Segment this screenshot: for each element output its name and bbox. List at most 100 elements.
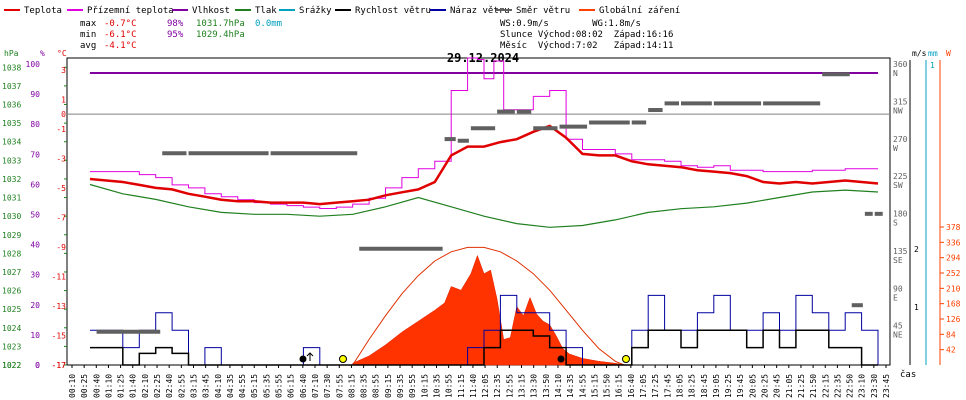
- x-tick-label: 09:15: [384, 374, 393, 398]
- x-tick-label: 07:55: [335, 374, 344, 398]
- moonset-marker: [557, 355, 565, 363]
- x-tick-label: 15:15: [590, 374, 599, 398]
- axis-units: hPa % °C m/s mm W: [4, 49, 951, 58]
- x-tick-label: 08:15: [347, 374, 356, 398]
- x-tick-label: 02:10: [141, 374, 150, 398]
- x-tick-label: 23:45: [882, 374, 891, 398]
- x-tick-label: 03:15: [189, 374, 198, 398]
- dir-tick-label: 360: [893, 60, 908, 69]
- hpa-tick-label: 1023: [2, 342, 21, 351]
- temp-tick-label: -1: [56, 125, 66, 134]
- x-tick-label: 21:50: [809, 374, 818, 398]
- pct-tick-label: 100: [26, 60, 41, 69]
- temp-zero-label: 0: [61, 110, 66, 119]
- w-tick-label: 378: [946, 223, 961, 232]
- stat-avg-temp: -4.1°C: [104, 41, 137, 51]
- x-tick-label: 03:45: [202, 374, 211, 398]
- x-tick-label: 00:25: [80, 374, 89, 398]
- x-tick-label: 01:40: [129, 374, 138, 398]
- temp-bottom-label: -17: [52, 361, 67, 370]
- mm-tick-label: 1: [930, 61, 935, 70]
- dir-tick-letter: NE: [893, 331, 903, 340]
- x-tick-label: 13:50: [542, 374, 551, 398]
- x-tick-label: 05:15: [250, 374, 259, 398]
- temp-tick-label: -5: [56, 184, 66, 193]
- x-tick-label: 06:40: [299, 374, 308, 398]
- x-tick-label: 10:15: [420, 374, 429, 398]
- x-tick-label: 18:25: [688, 374, 697, 398]
- x-tick-label: 09:55: [408, 374, 417, 398]
- x-tick-label: 14:35: [566, 374, 575, 398]
- pct-tick-label: 90: [30, 90, 40, 99]
- pct-tick-label: 80: [30, 120, 40, 129]
- pct-tick-label: 70: [30, 150, 40, 159]
- legend-label: Rychlost větru: [355, 6, 431, 16]
- ms-tick-label: 2: [914, 245, 919, 254]
- x-tick-label: 22:35: [833, 374, 842, 398]
- axis-unit-mm: mm: [928, 49, 938, 58]
- x-tick-label: 20:45: [773, 374, 782, 398]
- x-tick-label: 05:55: [275, 374, 284, 398]
- x-tick-label: 23:30: [870, 374, 879, 398]
- x-tick-label: 02:55: [177, 374, 186, 398]
- sunset-marker: [622, 355, 630, 363]
- hpa-tick-label: 1038: [2, 63, 21, 72]
- stats-panel: max -0.7°C 98% 1031.7hPa 0.0mm min -6.1°…: [80, 19, 282, 51]
- stat-max-label: max: [80, 19, 97, 29]
- ground-temp-line: [90, 57, 878, 209]
- temp-tick-label: -9: [56, 243, 66, 252]
- x-tick-label: 02:40: [165, 374, 174, 398]
- x-tick-label: 00:10: [68, 374, 77, 398]
- temp-tick-label: 3: [61, 66, 66, 75]
- dir-tick-letter: SW: [893, 181, 903, 190]
- x-tick-label: 06:15: [287, 374, 296, 398]
- stat-avg-label: avg: [80, 41, 96, 51]
- dir-tick-letter: S: [893, 219, 898, 228]
- dir-tick-label: 90: [893, 284, 903, 293]
- x-tick-label: 10:55: [445, 374, 454, 398]
- x-tick-label: 14:55: [578, 374, 587, 398]
- x-tick-label: 07:10: [311, 374, 320, 398]
- temp-tick-label: -7: [56, 213, 66, 222]
- hpa-tick-label: 1037: [2, 82, 21, 91]
- w-tick-label: 84: [946, 330, 956, 339]
- x-tick-label: 19:25: [724, 374, 733, 398]
- axes-layer: 1038103710361035103410331032103110301029…: [2, 60, 961, 370]
- hpa-tick-label: 1034: [2, 138, 21, 147]
- legend-label: Teplota: [24, 6, 62, 16]
- info-sun: Slunce Východ:08:02 Západ:16:16: [500, 30, 673, 40]
- radiation-layer: [352, 246, 626, 366]
- x-tick-label: 14:10: [554, 374, 563, 398]
- dir-tick-label: 315: [893, 97, 908, 106]
- hpa-tick-label: 1035: [2, 119, 21, 128]
- info-wind: WS:0.9m/s WG:1.8m/s: [500, 19, 641, 29]
- w-tick-label: 252: [946, 269, 961, 278]
- axis-unit-pct: %: [40, 49, 45, 58]
- x-tick-label: 11:15: [457, 374, 466, 398]
- dir-tick-label: 135: [893, 247, 908, 256]
- dir-tick-label: 180: [893, 210, 908, 219]
- wind-gust-line: [90, 294, 879, 366]
- hpa-tick-label: 1022: [2, 361, 21, 370]
- temperature-line: [89, 124, 879, 206]
- x-tick-label: 22:15: [821, 374, 830, 398]
- x-tick-label: 16:15: [615, 374, 624, 398]
- x-tick-label: 05:35: [262, 374, 271, 398]
- legend-label: Náraz větru: [450, 6, 510, 16]
- x-axis-ticks: 00:10 00:25 00:40 01:10 01:25 01:40 02:10 02:25…: [68, 365, 891, 398]
- legend-label: Vlhkost: [192, 6, 230, 16]
- stat-max-press: 1031.7hPa: [196, 19, 245, 29]
- pct-bottom-label: 0: [35, 361, 40, 370]
- x-tick-label: 04:10: [214, 374, 223, 398]
- x-tick-label: 08:35: [360, 374, 369, 398]
- legend-label: Tlak: [255, 6, 277, 16]
- hpa-tick-label: 1024: [2, 324, 21, 333]
- dir-tick-letter: E: [893, 293, 898, 302]
- hpa-tick-label: 1031: [2, 194, 21, 203]
- series-layer: [89, 57, 883, 366]
- legend-label: Srážky: [299, 6, 332, 16]
- stat-max-hum: 98%: [167, 19, 184, 29]
- hpa-tick-label: 1032: [2, 175, 21, 184]
- pct-tick-label: 0: [35, 361, 40, 370]
